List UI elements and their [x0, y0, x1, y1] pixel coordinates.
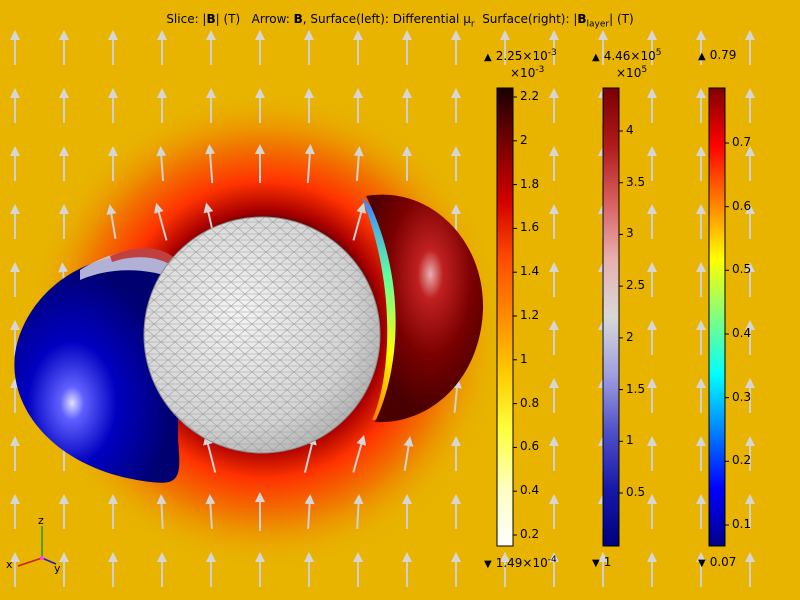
axis-z-label: z: [38, 514, 44, 527]
slice-colorbar-bar: [496, 87, 514, 547]
mu-colorbar-min: ▼ 1: [592, 555, 612, 569]
field-arrow: [303, 434, 317, 473]
mu-colorbar-tick-label: 3: [626, 226, 634, 241]
slice-scale-text: ×10: [510, 66, 536, 80]
layer-colorbar-bar: [708, 87, 726, 547]
mu-colorbar-tick-label: 1.5: [626, 381, 646, 396]
slice-colorbar-scale: ×10-3: [510, 65, 544, 80]
slice-colorbar-tick-label: 0.6: [520, 439, 540, 454]
mu-colorbar-tick-label: 0.5: [626, 485, 646, 499]
axis-x-label: x: [6, 558, 13, 571]
mu-colorbar-tick-label: 1: [626, 433, 634, 448]
mu-colorbar-bar: [602, 87, 620, 547]
colorbars: [496, 87, 729, 547]
layer-colorbar-tick-label: 0.2: [732, 453, 752, 468]
field-arrow: [205, 494, 216, 530]
plot-title: Slice: |B| (T) Arrow: B, Surface(left): …: [0, 12, 800, 29]
field-arrow: [304, 494, 315, 530]
layer-max-text: 0.79: [709, 48, 737, 62]
mu-colorbar-max: ▲ 4.46×105: [592, 48, 662, 63]
mu-colorbar-tick-label: 2: [626, 329, 634, 344]
right-shell: [366, 194, 484, 423]
field-arrow: [106, 204, 117, 239]
title-slice-prefix: Slice: |: [166, 12, 207, 26]
field-arrow: [451, 378, 462, 414]
field-arrow: [352, 202, 367, 241]
slice-colorbar-tick-label: 1.2: [520, 308, 540, 322]
field-arrow: [352, 434, 367, 473]
mu-scale-exp: 5: [641, 65, 648, 75]
mu-colorbar-tick-label: 3.5: [626, 174, 646, 189]
layer-colorbar-tick-label: 0.7: [732, 135, 752, 149]
mu-colorbar-scale: ×105: [616, 65, 647, 80]
title-surface-right-suffix: | (T): [609, 12, 634, 26]
inner-core: [143, 216, 381, 454]
layer-colorbar-min: ▼ 0.07: [698, 555, 737, 569]
layer-colorbar-tick-label: 0.5: [732, 262, 752, 277]
mu-scale-text: ×10: [616, 66, 642, 80]
slice-colorbar-tick-label: 1.8: [520, 176, 540, 191]
slice-colorbar-tick-label: 0.8: [520, 395, 540, 410]
title-slice-var: B: [206, 12, 216, 26]
field-arrow: [154, 202, 168, 241]
slice-colorbar-tick-label: 1.6: [520, 220, 540, 235]
left-shell-rim-red: [110, 248, 178, 268]
slice-min-exp: -4: [547, 555, 557, 565]
field-arrow: [203, 434, 217, 473]
layer-colorbar-tick-label: 0.3: [732, 389, 752, 404]
mu-min-text: 1: [603, 555, 612, 569]
slice-colorbar-min: ▼ 1.49×10-4: [484, 555, 557, 570]
field-arrow: [353, 146, 364, 182]
field-arrow: [403, 436, 414, 471]
slice-max-text: 2.25×10: [495, 49, 548, 63]
slice-colorbar-tick-label: 1: [520, 351, 528, 366]
title-surface-right-sub: layer: [586, 19, 610, 30]
mu-colorbar-tick-label: 2.5: [626, 278, 646, 293]
layer-colorbar-max: ▲ 0.79: [698, 48, 737, 62]
slice-max-exp: -3: [547, 48, 557, 58]
layer-colorbar-tick-label: 0.1: [732, 517, 752, 531]
layer-min-text: 0.07: [709, 555, 737, 569]
axis-y-label: y: [54, 562, 61, 575]
field-arrow: [156, 146, 167, 182]
field-arrow: [205, 144, 216, 184]
axes-triad: z x y: [6, 514, 61, 575]
field-arrow: [156, 494, 167, 530]
layer-colorbar-tick-label: 0.6: [732, 198, 752, 213]
title-surface-left: , Surface(left): Differential μ: [302, 12, 471, 26]
title-slice-suffix: | (T): [215, 12, 241, 26]
mu-max-exp: 5: [655, 48, 662, 58]
title-arrow-prefix: Arrow:: [251, 12, 294, 26]
slice-colorbar-tick-label: 0.2: [520, 527, 540, 541]
title-surface-right: Surface(right): |: [482, 12, 578, 26]
left-shell: [14, 254, 180, 483]
slice-scale-exp: -3: [535, 65, 545, 75]
title-arrow-var: B: [293, 12, 303, 26]
slice-colorbar-tick-label: 2.2: [520, 89, 540, 103]
title-surface-right-var: B: [577, 12, 587, 26]
mu-max-text: 4.46×10: [603, 49, 656, 63]
field-arrow: [304, 144, 315, 184]
field-arrow: [353, 494, 364, 530]
slice-min-text: 1.49×10: [495, 556, 548, 570]
slice-colorbar-max: ▲ 2.25×10-3: [484, 48, 557, 63]
title-surface-left-sub: r: [470, 19, 475, 30]
slice-colorbar-tick-label: 1.4: [520, 264, 540, 279]
slice-colorbar-tick-label: 2: [520, 132, 528, 147]
slice-colorbar-tick-label: 0.4: [520, 483, 540, 498]
layer-colorbar-tick-label: 0.4: [732, 326, 752, 340]
mu-colorbar-tick-label: 4: [626, 123, 634, 137]
